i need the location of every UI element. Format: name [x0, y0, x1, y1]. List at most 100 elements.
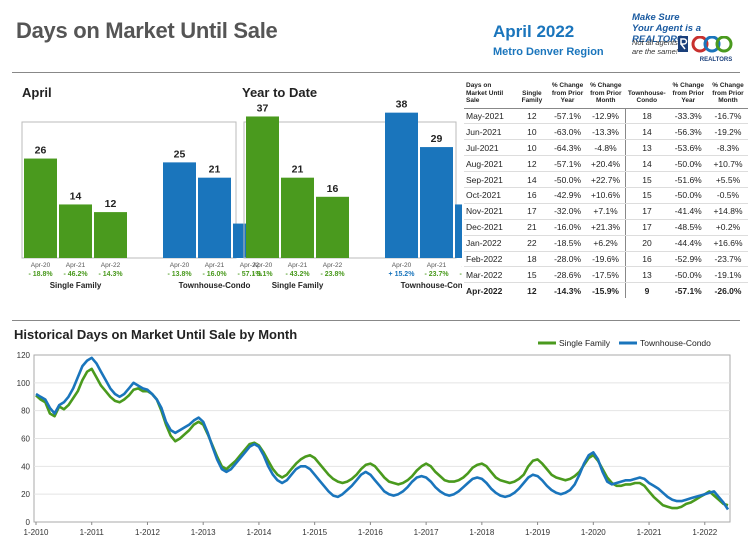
april-change-tc-2: - 57.1%	[237, 271, 262, 278]
table-cell: 12	[515, 108, 549, 125]
ytd-change-tc-0: + 15.2%	[389, 271, 416, 278]
ytd-bar-tc-1	[420, 147, 453, 258]
table-cell: -16.0%	[548, 219, 587, 236]
table-cell: +6.2%	[586, 235, 626, 252]
table-cell: -15.9%	[586, 282, 626, 299]
table-header-4: Townhouse-Condo	[625, 82, 669, 109]
table-cell: Aug-2021	[464, 155, 516, 173]
report-month: April 2022	[493, 22, 575, 41]
table-cell: +10.6%	[586, 187, 626, 204]
table-cell: -50.0%	[668, 187, 708, 204]
table-row: Mar-2022 15 -28.6% -17.5% 13 -50.0% -19.1%	[464, 266, 748, 284]
table-header-6: % Change from Prior Month	[708, 82, 748, 109]
table-cell: -52.9%	[668, 251, 708, 268]
table-cell: +22.7%	[586, 171, 626, 188]
april-chart-title: April	[22, 85, 52, 100]
table-cell: Apr-2022	[466, 285, 503, 296]
header-divider	[12, 72, 740, 73]
ytd-plot-frame	[243, 121, 457, 259]
table-cell: Dec-2021	[464, 219, 516, 236]
ytd-group-label-sf: Single Family	[272, 281, 324, 290]
table-cell: -19.1%	[708, 266, 748, 284]
history-line-townhouse-condo	[35, 356, 730, 511]
logo-circle-red	[691, 36, 709, 53]
table-cell: 14	[625, 155, 669, 173]
table-cell: +0.2%	[708, 219, 748, 236]
table-cell: +16.6%	[708, 235, 748, 252]
table-cell: -41.4%	[668, 203, 708, 220]
table-cell: 17	[515, 203, 549, 220]
table-cell: -18.5%	[548, 235, 587, 252]
table-cell: -33.3%	[668, 108, 708, 125]
history-y-tick: 40	[21, 462, 30, 471]
april-category-tc-1: Apr-21	[205, 262, 225, 269]
table-cell: -57.1%	[674, 285, 702, 296]
ytd-chart-title: Year to Date	[242, 85, 317, 100]
ytd-change-sf-2: - 23.8%	[320, 271, 345, 278]
legend-label-single-family: Single Family	[559, 340, 611, 348]
table-cell: May-2021	[464, 108, 516, 125]
april-category-sf-0: Apr-20	[31, 262, 51, 269]
table-cell: 15	[625, 187, 669, 204]
table-cell: 9	[644, 285, 650, 296]
monthly-table: Days on Market Until Sale Single Family% …	[464, 82, 748, 299]
april-bar-tc-0	[163, 162, 196, 258]
april-bar-label-tc-0: 25	[174, 148, 186, 160]
ytd-bar-sf-0	[246, 116, 279, 258]
brand-tagline-line2: Your Agent is a REALTOR®	[632, 23, 701, 45]
ytd-category-sf-0: Apr-20	[253, 262, 273, 269]
april-plot-frame	[21, 121, 237, 259]
ytd-bar-label-sf-0: 37	[257, 102, 269, 114]
table-cell: Nov-2021	[464, 203, 516, 220]
ytd-bar-tc-2	[455, 204, 462, 258]
legend-label-townhouse-condo: Townhouse-Condo	[640, 340, 711, 348]
table-cell: +21.3%	[586, 219, 626, 236]
history-x-tick: 1-2015	[302, 528, 327, 537]
table-header-2: % Change from Prior Year	[548, 82, 587, 109]
brand-tagline: Make Sure Your Agent is a REALTOR®	[632, 12, 748, 45]
table-cell: Jul-2021	[464, 139, 516, 157]
april-category-tc-0: Apr-20	[170, 262, 190, 269]
history-chart-title: Historical Days on Market Until Sale by …	[14, 327, 298, 342]
table-cell: 10	[515, 123, 549, 141]
table-header-row: Days on Market Until Sale Single Family% …	[464, 82, 748, 109]
table-cell: +10.7%	[708, 155, 748, 173]
ytd-category-sf-1: Apr-21	[288, 262, 308, 269]
history-x-tick: 1-2018	[469, 528, 494, 537]
april-bar-label-sf-0: 26	[35, 145, 47, 157]
ytd-bar-label-sf-2: 16	[327, 183, 339, 195]
april-bar-sf-0	[24, 158, 57, 258]
table-cell: +7.1%	[586, 203, 626, 220]
april-bar-sf-1	[59, 204, 92, 258]
table-cell: 16	[515, 187, 549, 204]
april-change-tc-0: - 13.8%	[167, 271, 192, 278]
table-cell: -53.6%	[668, 139, 708, 157]
april-group-label-sf: Single Family	[50, 281, 102, 290]
history-y-tick: 60	[21, 435, 30, 444]
page-title: Days on Market Until Sale	[16, 18, 278, 43]
table-cell: -32.0%	[548, 203, 587, 220]
section-divider	[12, 320, 740, 321]
history-x-tick: 1-2022	[692, 528, 717, 537]
table-cell: 22	[515, 235, 549, 252]
table-cell: -57.1%	[548, 155, 587, 173]
history-y-tick: 100	[17, 379, 31, 388]
history-x-tick: 1-2020	[581, 528, 606, 537]
logo-circle-blue	[703, 36, 721, 53]
history-y-tick: 80	[21, 407, 30, 416]
table-cell: 13	[625, 266, 669, 284]
table-row: Sep-2021 14 -50.0% +22.7% 15 -51.6% +5.5%	[464, 171, 748, 188]
brand-note-line1: Not all agents	[632, 38, 678, 47]
april-category-sf-2: Apr-22	[101, 262, 121, 269]
table-row: Apr-2022 12 -14.3% -15.9% 9 -57.1% -26.0%	[464, 282, 748, 299]
report-region: Metro Denver Region	[493, 46, 604, 58]
table-cell: 12	[515, 155, 549, 173]
table-cell: -8.3%	[708, 139, 748, 157]
ytd-bar-sf-2	[316, 196, 349, 258]
table-cell: 17	[625, 219, 669, 236]
history-x-tick: 1-2012	[135, 528, 160, 537]
table-cell: Jan-2022	[464, 235, 516, 252]
table-cell: -17.5%	[586, 266, 626, 284]
ytd-bar-label-tc-0: 38	[396, 99, 408, 111]
table-cell: -14.3%	[554, 285, 582, 296]
